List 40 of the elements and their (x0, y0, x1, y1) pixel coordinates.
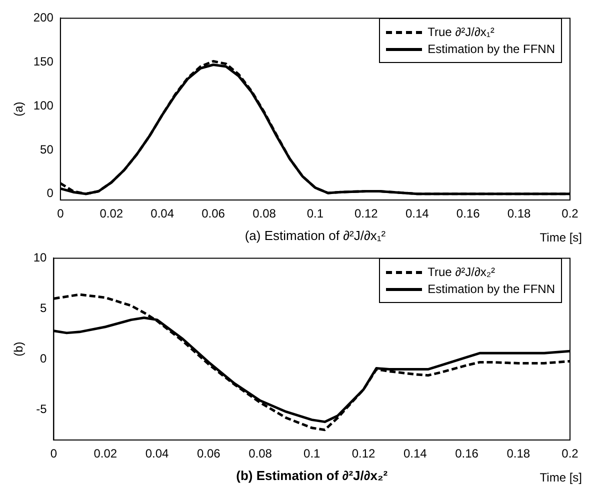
legend-label: True ∂²J/∂x₂² (428, 265, 496, 279)
x-tick-label: 0.12 (354, 206, 378, 221)
y-axis-title: (b) (12, 342, 26, 356)
x-tick-label: 0.06 (196, 446, 221, 461)
x-tick-label: 0.18 (506, 446, 530, 461)
x-tick-label: 0.02 (100, 206, 124, 221)
text: Time [s] (540, 230, 582, 244)
x-tick-label: 0.2 (562, 446, 579, 461)
x-tick-label: 0.08 (252, 206, 276, 221)
x-tick-label: 0.1 (304, 446, 321, 461)
x-tick-label: 0.12 (352, 446, 376, 461)
y-tick-label: 0 (46, 186, 54, 200)
y-tick-label: 100 (33, 98, 54, 112)
y-axis-title: (a) (12, 102, 26, 116)
x-tick-label: 0.16 (455, 446, 479, 461)
legend-label: Estimation by the FFNN (428, 42, 555, 56)
x-axis-title: (b) Estimation of ∂²J/∂x₂² (236, 468, 388, 483)
y-tick-label: 150 (33, 54, 54, 68)
x-tick-label: 0.2 (562, 206, 579, 221)
legend-label: True ∂²J/∂x₁² (428, 25, 494, 39)
x-tick-label: 0.1 (306, 206, 324, 221)
y-tick-label: 10 (33, 250, 48, 265)
y-tick-label: 200 (33, 10, 54, 25)
y-tick-label: 50 (40, 142, 54, 156)
x-tick-label: 0.02 (94, 446, 118, 461)
x-tick-label: 0.14 (403, 446, 428, 461)
x-axis-title: (a) Estimation of ∂²J/∂x₁² (244, 228, 386, 243)
text: Time [s] (540, 470, 582, 484)
x-tick-label: 0.04 (145, 446, 169, 461)
x-tick-label: 0.08 (248, 446, 272, 461)
legend-label: Estimation by the FFNN (428, 282, 555, 296)
x-tick-label: 0.14 (405, 206, 430, 221)
x-tick-label: 0.06 (202, 206, 226, 221)
x-tick-label: 0.18 (507, 206, 532, 221)
y-tick-label: 0 (40, 352, 48, 366)
y-tick-label: 5 (40, 301, 48, 316)
x-tick-label: 0.04 (150, 206, 174, 221)
y-tick-label: -5 (36, 402, 48, 416)
x-tick-label: 0 (57, 206, 64, 221)
x-tick-label: 0.16 (456, 206, 480, 221)
